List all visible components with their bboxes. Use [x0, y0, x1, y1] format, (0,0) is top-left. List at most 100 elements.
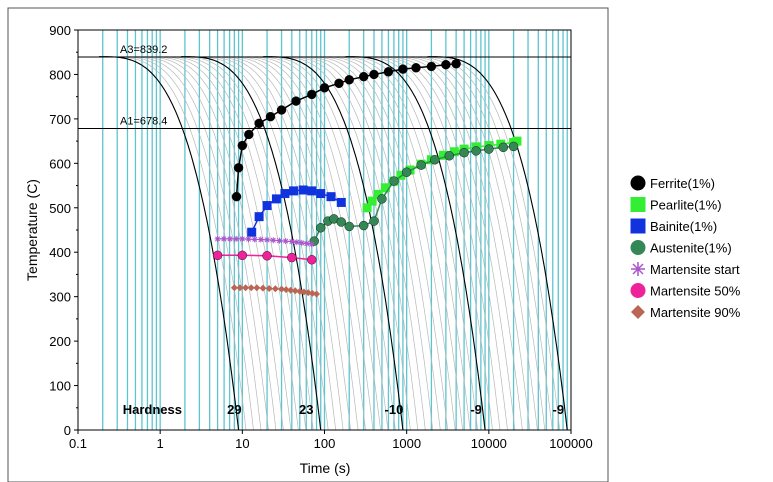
- y-axis-label: Temperature (C): [24, 179, 40, 281]
- data-point: [401, 167, 412, 177]
- data-point: [389, 176, 399, 186]
- fine-cooling-curve: [158, 56, 299, 431]
- data-point: [287, 252, 297, 263]
- hardness-value: 23: [299, 402, 313, 417]
- data-point: [293, 239, 300, 246]
- data-point: [251, 236, 258, 243]
- data-point: [326, 192, 336, 202]
- reference-lines: A3=839.2 A1=678.4: [78, 44, 571, 129]
- data-point: [231, 191, 242, 202]
- data-point: [334, 78, 344, 89]
- data-point: [398, 64, 408, 74]
- legend-label: Ferrite(1%): [650, 176, 715, 191]
- y-tick-label: 500: [49, 201, 71, 216]
- legend-label: Pearlite(1%): [650, 198, 722, 213]
- data-point: [287, 286, 295, 294]
- data-point: [369, 69, 379, 80]
- legend-entry: Ferrite(1%): [630, 175, 715, 191]
- main-cooling-curves: [99, 56, 568, 431]
- data-point: [280, 189, 290, 199]
- data-point: [212, 250, 223, 261]
- fine-cooling-curve: [360, 56, 501, 431]
- cooling-curve: [263, 56, 404, 431]
- fine-cooling-curve: [211, 56, 351, 431]
- data-point: [313, 290, 321, 298]
- data-point: [271, 194, 281, 204]
- fine-cooling-curve: [382, 56, 523, 431]
- chart-frame: [7, 7, 609, 482]
- legend-entry: Martensite 90%: [631, 305, 741, 320]
- fine-cooling-curve: [106, 56, 247, 431]
- data-point: [441, 59, 451, 70]
- legend-label: Martensite start: [650, 262, 740, 277]
- data-point: [259, 284, 267, 292]
- data-point: [336, 217, 346, 227]
- legend-marker: [631, 262, 645, 276]
- fine-cooling-curve: [255, 56, 396, 431]
- x-tick-label: 100: [314, 436, 336, 451]
- y-tick-label: 0: [64, 423, 71, 438]
- y-tick-label: 200: [49, 334, 71, 349]
- legend-marker: [630, 240, 646, 255]
- hardness-value: -10: [385, 402, 404, 417]
- x-tick-label: 100000: [549, 436, 592, 451]
- legend-entry: Martensite 50%: [630, 283, 741, 299]
- data-point: [471, 146, 481, 156]
- legend-label: Martensite 50%: [650, 284, 741, 299]
- data-point: [459, 147, 469, 158]
- fine-cooling-curve: [300, 56, 441, 431]
- data-point: [444, 151, 454, 161]
- legend-marker: [630, 197, 646, 212]
- fine-cooling-curve: [412, 56, 553, 431]
- data-point: [226, 235, 233, 242]
- cooling-curve: [99, 56, 240, 431]
- x-axis-label: Time (s): [300, 460, 351, 476]
- transformation-series: [212, 59, 522, 298]
- x-tick-label: 0.1: [69, 436, 87, 451]
- data-point: [278, 285, 286, 293]
- data-point: [373, 189, 383, 199]
- data-point: [233, 163, 244, 173]
- series: [247, 185, 346, 237]
- y-tick-label: 400: [49, 245, 71, 260]
- fine-cooling-curve: [278, 56, 419, 431]
- y-tick-label: 100: [49, 379, 71, 394]
- fine-cooling-curve: [248, 56, 389, 431]
- data-point: [316, 189, 326, 199]
- data-point: [288, 238, 295, 245]
- data-point: [262, 201, 272, 211]
- data-point: [230, 284, 238, 292]
- data-point: [220, 235, 227, 242]
- data-point: [304, 289, 312, 297]
- vertical-gridlines: [102, 30, 568, 430]
- data-point: [426, 61, 437, 72]
- cooling-curve: [181, 56, 322, 431]
- legend-marker: [630, 283, 646, 298]
- fine-cooling-curve: [293, 56, 434, 431]
- legend-label: Martensite 90%: [650, 305, 741, 320]
- data-point: [451, 59, 461, 69]
- data-point: [367, 196, 377, 206]
- fine-cooling-curve: [113, 56, 254, 431]
- data-point: [245, 236, 252, 243]
- x-tick-label: 10: [235, 436, 249, 451]
- cooling-curve: [345, 56, 486, 431]
- data-point: [276, 237, 283, 244]
- data-point: [262, 251, 272, 261]
- data-point: [253, 284, 261, 292]
- series: [231, 59, 461, 202]
- data-point: [242, 284, 250, 292]
- fine-cooling-curve: [405, 56, 546, 431]
- data-point: [484, 144, 494, 154]
- y-tick-label: 900: [49, 23, 71, 38]
- fine-cooling-curve: [338, 56, 478, 431]
- legend-label: Bainite(1%): [650, 219, 717, 234]
- fine-cooling-curve: [136, 56, 277, 431]
- legend-entry: Pearlite(1%): [630, 197, 722, 213]
- data-point: [498, 142, 509, 153]
- series: [214, 235, 315, 248]
- data-point: [291, 96, 301, 106]
- hardness-label: Hardness: [123, 402, 182, 417]
- data-point: [270, 237, 277, 244]
- data-point: [316, 223, 326, 233]
